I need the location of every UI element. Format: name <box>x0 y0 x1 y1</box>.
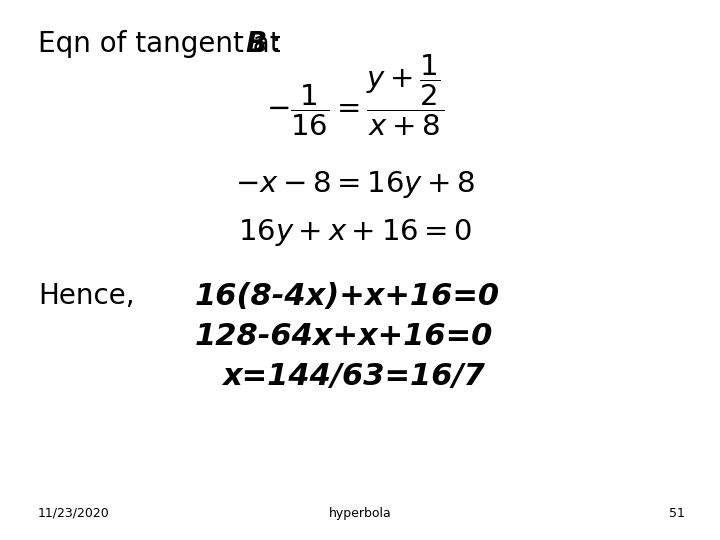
Text: $\bfit{B}$: $\bfit{B}$ <box>245 30 266 58</box>
Text: $-x-8=16y+8$: $-x-8=16y+8$ <box>235 170 475 200</box>
Text: 11/23/2020: 11/23/2020 <box>38 507 109 520</box>
Text: 51: 51 <box>669 507 685 520</box>
Text: :: : <box>263 30 282 58</box>
Text: Eqn of tangent at: Eqn of tangent at <box>38 30 289 58</box>
Text: $-\dfrac{1}{16} = \dfrac{y+\dfrac{1}{2}}{x+8}$: $-\dfrac{1}{16} = \dfrac{y+\dfrac{1}{2}}… <box>266 52 444 138</box>
Text: 128-64x+x+16=0: 128-64x+x+16=0 <box>195 322 493 351</box>
Text: hyperbola: hyperbola <box>328 507 392 520</box>
Text: 16(8-4x)+x+16=0: 16(8-4x)+x+16=0 <box>195 282 500 311</box>
Text: $16y+x+16=0$: $16y+x+16=0$ <box>238 218 472 248</box>
Text: x=144/63=16/7: x=144/63=16/7 <box>222 362 485 391</box>
Text: Hence,: Hence, <box>38 282 135 310</box>
